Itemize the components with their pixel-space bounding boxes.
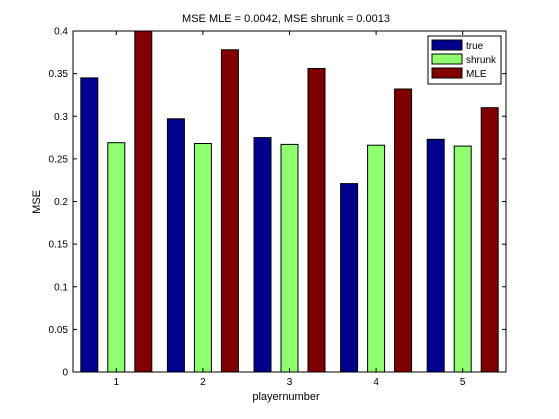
x-tick-label: 1 <box>114 377 120 388</box>
bar-MLE-5 <box>480 107 499 373</box>
y-axis-label: MSE <box>31 190 43 214</box>
bar-MLE-4 <box>394 88 413 373</box>
y-tick-label: 0.4 <box>54 27 68 38</box>
x-tick-label: 3 <box>287 377 293 388</box>
y-tick-label: 0.3 <box>54 112 68 123</box>
bars-group <box>80 30 499 373</box>
y-tick-label: 0.1 <box>54 282 68 293</box>
legend-swatch-shrunk <box>431 53 463 65</box>
bar-true-4 <box>340 183 359 373</box>
bar-true-5 <box>426 138 445 373</box>
bar-true-3 <box>253 137 272 373</box>
y-tick-label: 0.15 <box>49 240 69 251</box>
bar-MLE-2 <box>220 49 239 373</box>
x-axis-label: playernumber <box>252 391 320 403</box>
bar-shrunk-4 <box>367 144 386 373</box>
bar-MLE-1 <box>134 30 153 373</box>
bar-true-1 <box>80 77 99 373</box>
y-tick-label: 0.2 <box>54 197 68 208</box>
bar-shrunk-1 <box>107 142 126 373</box>
legend-swatch-MLE <box>431 67 463 79</box>
legend-swatch-true <box>431 39 463 51</box>
legend-label-true: true <box>466 41 484 52</box>
bar-MLE-3 <box>307 68 326 373</box>
x-tick-label: 2 <box>200 377 206 388</box>
ticks-group: 0 0.05 0.1 0.15 0.2 0.25 0.3 0.35 0.4 1 2 3 4 5 <box>49 27 506 388</box>
y-tick-label: 0.35 <box>49 69 69 80</box>
x-tick-label: 5 <box>460 377 466 388</box>
y-tick-label: 0.25 <box>49 154 69 165</box>
bar-shrunk-2 <box>193 143 212 373</box>
y-tick-label: 0 <box>62 368 68 379</box>
y-tick-label: 0.05 <box>49 325 69 336</box>
legend: true shrunk MLE <box>427 35 502 85</box>
x-tick-label: 4 <box>373 377 379 388</box>
bar-true-2 <box>166 118 185 373</box>
bar-shrunk-3 <box>280 143 299 373</box>
legend-label-shrunk: shrunk <box>466 55 497 66</box>
chart-title: MSE MLE = 0.0042, MSE shrunk = 0.0013 <box>182 13 390 25</box>
bar-shrunk-5 <box>453 145 472 373</box>
legend-label-MLE: MLE <box>466 69 487 80</box>
